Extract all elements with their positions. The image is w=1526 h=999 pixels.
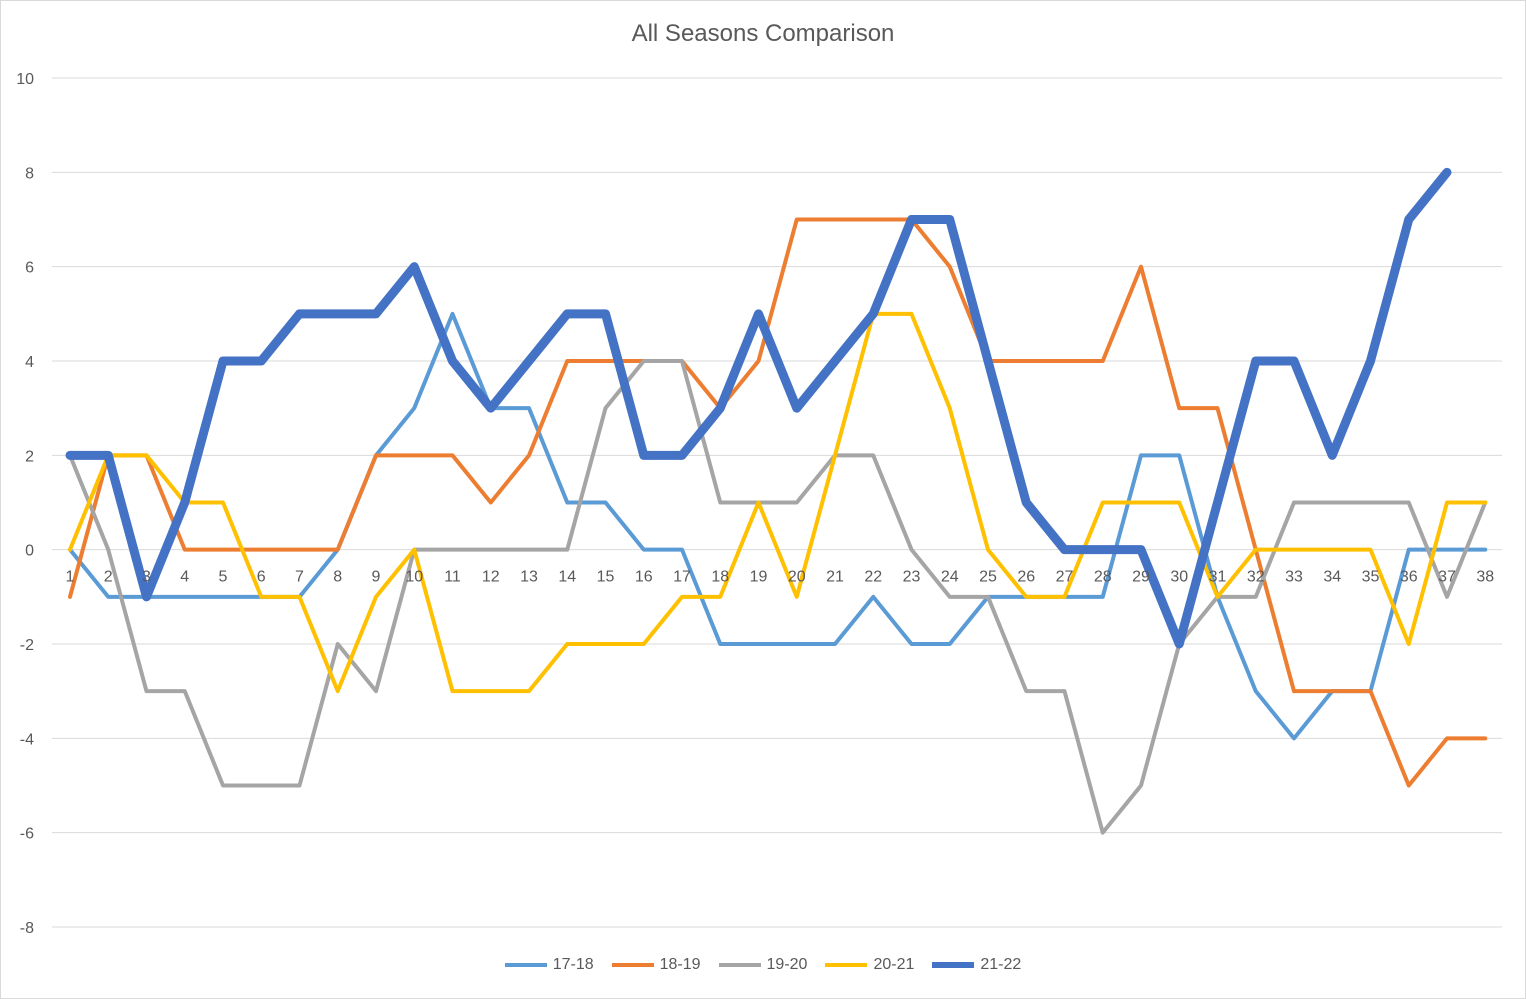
legend-swatch — [932, 962, 975, 968]
series-line-18-19 — [68, 217, 1488, 788]
x-tick-label: 34 — [1323, 569, 1341, 586]
legend-label: 21-22 — [980, 956, 1022, 973]
x-tick-label: 17 — [673, 569, 691, 586]
x-tick-label: 26 — [1017, 569, 1035, 586]
x-tick-label: 8 — [333, 569, 342, 586]
legend-swatch — [611, 963, 654, 967]
series-line-20-21 — [68, 311, 1488, 694]
legend: 17-18 18-19 19-20 20-21 21-22 — [0, 956, 1526, 974]
x-tick-label: 9 — [372, 569, 381, 586]
x-tick-label: 37 — [1438, 569, 1456, 586]
x-tick-label: 24 — [941, 569, 959, 586]
x-tick-label: 3 — [142, 569, 151, 586]
y-tick-label: -4 — [20, 731, 34, 748]
y-tick-label: 8 — [25, 165, 34, 182]
x-tick-label: 29 — [1132, 569, 1150, 586]
x-tick-label: 16 — [635, 569, 653, 586]
x-tick-label: 21 — [826, 569, 844, 586]
x-tick-label: 5 — [219, 569, 228, 586]
x-tick-label: 30 — [1170, 569, 1188, 586]
legend-swatch — [504, 963, 547, 967]
x-tick-label: 28 — [1094, 569, 1112, 586]
legend-item: 18-19 — [611, 956, 701, 974]
x-tick-label: 12 — [482, 569, 500, 586]
x-tick-label: 2 — [104, 569, 113, 586]
y-tick-label: -8 — [20, 920, 34, 937]
x-tick-label: 31 — [1209, 569, 1227, 586]
series-line-21-22 — [65, 167, 1452, 649]
series-lines — [65, 167, 1488, 835]
x-tick-label: 7 — [295, 569, 304, 586]
y-tick-label: 6 — [25, 260, 34, 277]
legend-item: 21-22 — [932, 956, 1021, 974]
legend-label: 19-20 — [766, 956, 808, 973]
x-tick-label: 15 — [597, 569, 615, 586]
x-tick-label: 33 — [1285, 569, 1303, 586]
legend-label: 18-19 — [659, 956, 701, 973]
y-tick-label: -6 — [20, 826, 34, 843]
x-tick-label: 14 — [558, 569, 576, 586]
x-tick-label: 13 — [520, 569, 538, 586]
x-tick-label: 18 — [711, 569, 729, 586]
x-tick-label: 1 — [66, 569, 75, 586]
legend-label: 20-21 — [873, 956, 915, 973]
x-tick-label: 25 — [979, 569, 997, 586]
legend-label: 17-18 — [552, 956, 594, 973]
chart-title: All Seasons Comparison — [631, 20, 895, 47]
x-tick-label: 6 — [257, 569, 266, 586]
x-tick-label: 20 — [788, 569, 806, 586]
y-tick-label: 2 — [25, 448, 34, 465]
x-tick-label: 36 — [1400, 569, 1418, 586]
y-tick-label: 0 — [25, 543, 34, 560]
y-tick-label: 4 — [25, 354, 34, 371]
x-tick-label: 19 — [750, 569, 768, 586]
x-tick-label: 27 — [1056, 569, 1074, 586]
series-line-19-20 — [68, 359, 1488, 835]
y-tick-label: -2 — [20, 637, 34, 654]
legend-item: 17-18 — [504, 956, 594, 974]
x-axis-ticks: 1 2 3 4 5 6 7 8 9 10 11 12 13 14 15 16 17 18 19 20 21 22 23 24 2… — [66, 569, 1495, 586]
x-tick-label: 23 — [903, 569, 921, 586]
x-tick-label: 35 — [1362, 569, 1380, 586]
legend-item: 20-21 — [825, 956, 914, 974]
x-tick-label: 11 — [444, 569, 461, 586]
legend-swatch — [718, 963, 761, 967]
y-tick-label: 10 — [16, 71, 34, 88]
x-tick-label: 38 — [1476, 569, 1494, 586]
legend-item: 19-20 — [718, 956, 808, 974]
x-tick-label: 22 — [864, 569, 882, 586]
x-tick-label: 4 — [180, 569, 189, 586]
series-line-17-18 — [68, 311, 1488, 741]
legend-swatch — [825, 963, 868, 967]
y-axis-ticks: -8 -6 -4 -2 0 2 4 6 8 10 — [16, 71, 34, 937]
x-tick-label: 10 — [405, 569, 423, 586]
x-tick-label: 32 — [1247, 569, 1265, 586]
